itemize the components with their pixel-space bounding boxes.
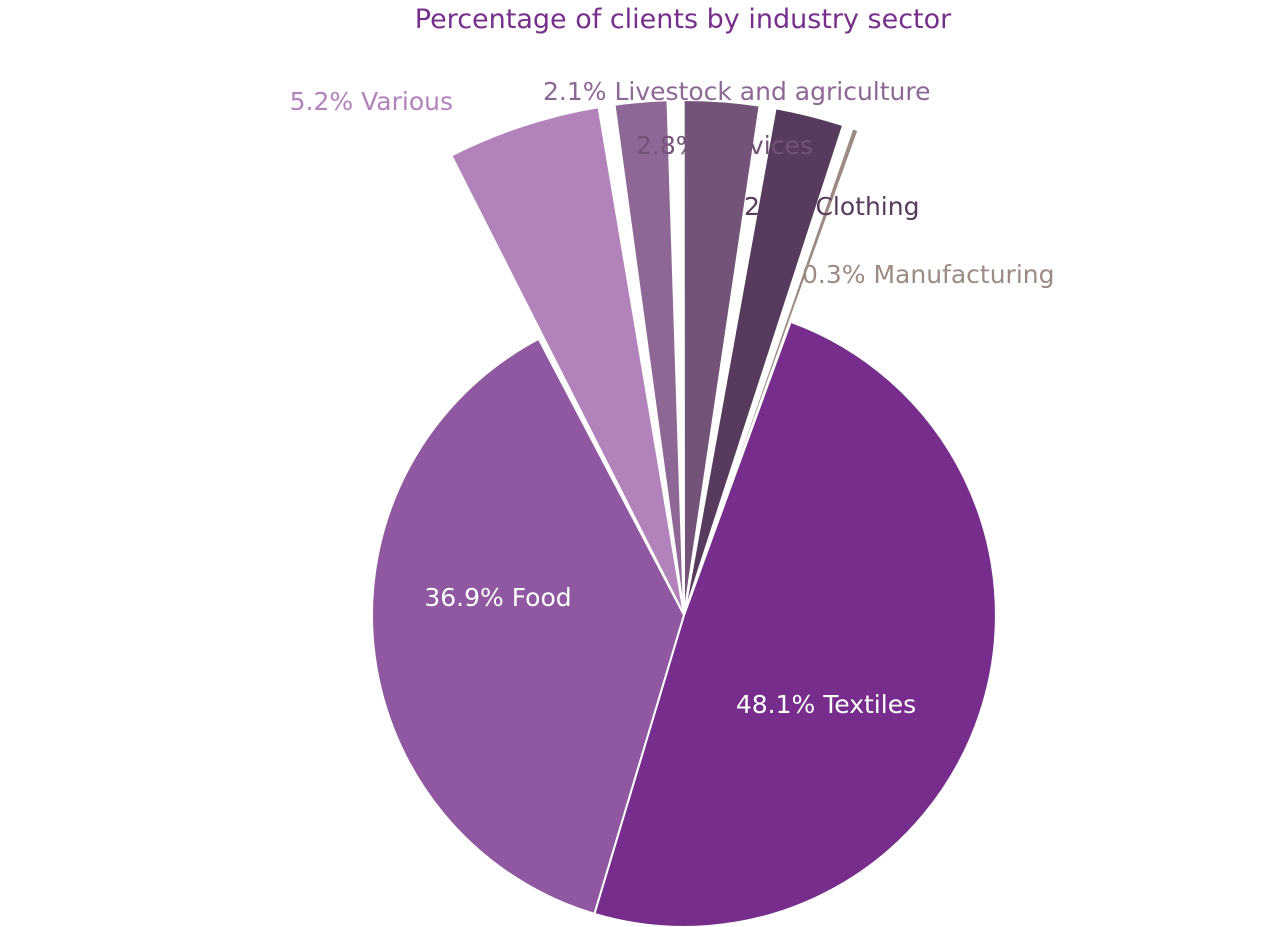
slice-labels-group: 48.1% Textiles 36.9% Food 5.2% Various 2.1%… xyxy=(290,77,1055,719)
pie-slice-services xyxy=(682,98,761,616)
slice-label-various: 5.2% Various xyxy=(290,87,453,116)
pie-slice-clothing xyxy=(683,107,845,616)
slice-label-clothing: 2.6% Clothing xyxy=(744,192,919,221)
pie-slice-manufacturing xyxy=(683,127,860,616)
slice-label-manufacturing: 0.3% Manufacturing xyxy=(802,260,1055,289)
slice-label-food: 36.9% Food xyxy=(424,583,571,612)
slice-label-textiles: 48.1% Textiles xyxy=(736,690,916,719)
slice-label-services: 2.8% Services xyxy=(636,131,813,160)
pie-slice-textiles xyxy=(593,320,997,927)
slice-label-livestock-and-agriculture: 2.1% Livestock and agriculture xyxy=(543,77,931,106)
pie-slice-various xyxy=(450,105,685,616)
slices-group xyxy=(371,98,997,927)
pie-slice-food xyxy=(371,337,686,916)
chart-title: Percentage of clients by industry sector xyxy=(415,4,952,35)
pie-slice-livestock-and-agriculture xyxy=(613,99,685,616)
